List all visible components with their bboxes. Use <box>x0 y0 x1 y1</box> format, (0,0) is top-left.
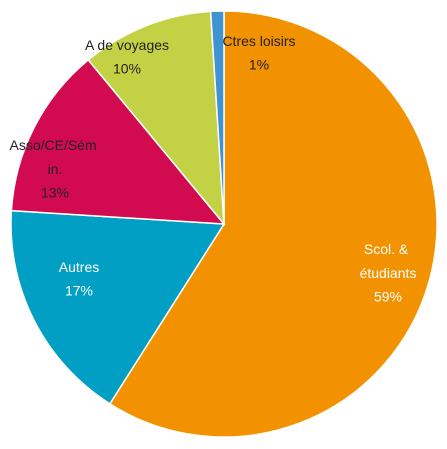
slice-label: Autres <box>59 259 99 275</box>
slice-value-label: 13% <box>41 185 69 201</box>
slice-label: A de voyages <box>85 37 169 53</box>
slice-label: Ctres loisirs <box>222 33 295 49</box>
slice-value-label: 17% <box>65 283 93 299</box>
pie-slice <box>87 10 225 227</box>
slice-label: Scol. & étudiants <box>360 241 417 281</box>
pie-slice <box>10 209 226 405</box>
pie-slice <box>10 58 226 225</box>
pie-slice <box>209 10 225 225</box>
slice-value-label: 10% <box>113 61 141 77</box>
pie-slice <box>108 10 438 438</box>
slice-value-label: 59% <box>374 289 402 305</box>
slice-label: Asso/CE/Sém in. <box>9 137 100 177</box>
slice-value-label: 1% <box>249 57 269 73</box>
